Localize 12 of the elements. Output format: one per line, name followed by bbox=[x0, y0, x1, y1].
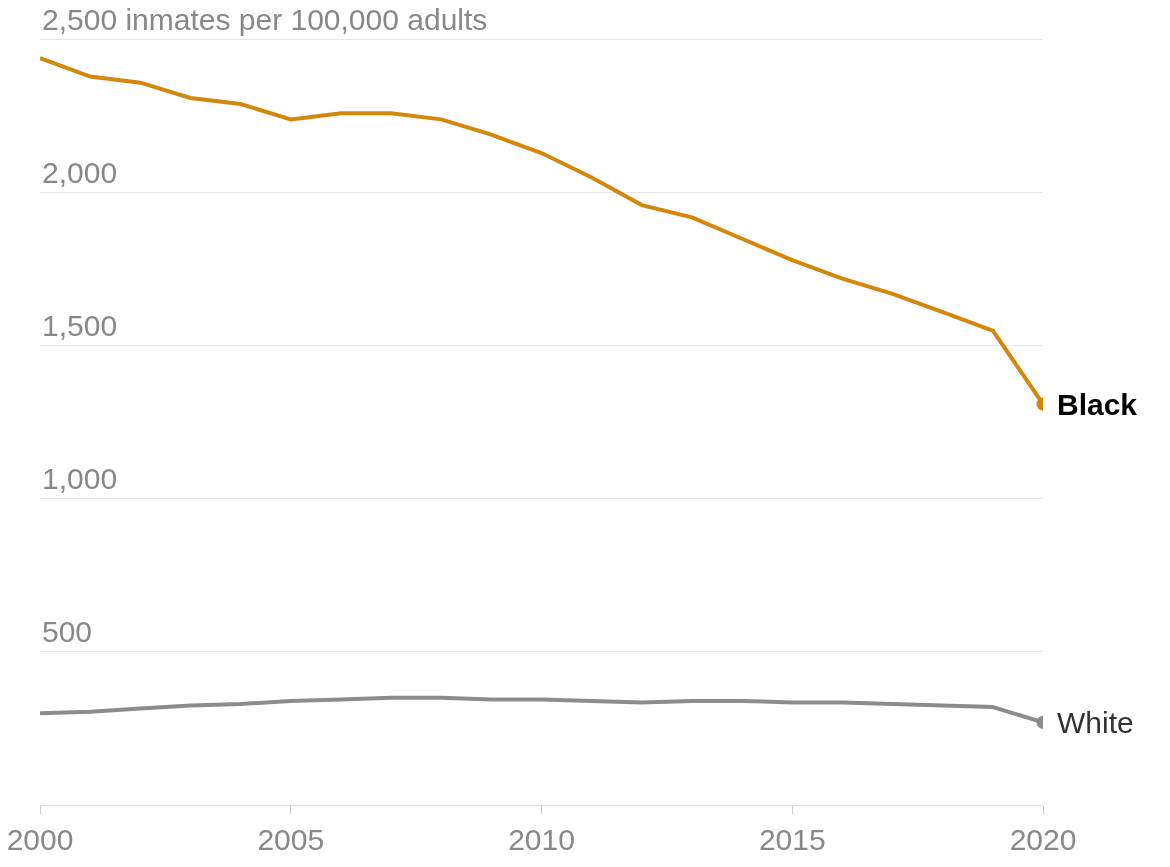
x-tick-label: 2005 bbox=[257, 823, 325, 856]
x-tick-label: 2015 bbox=[758, 823, 826, 856]
series-label: White bbox=[1057, 706, 1134, 739]
y-tick-label: 2,500 inmates per 100,000 adults bbox=[42, 3, 488, 36]
series-label: Black bbox=[1057, 388, 1138, 421]
y-tick-label: 500 bbox=[42, 615, 93, 648]
x-tick-label: 2020 bbox=[1009, 823, 1077, 856]
y-tick-label: 1,500 bbox=[42, 309, 118, 342]
y-tick-label: 1,000 bbox=[42, 462, 118, 495]
x-tick-label: 2010 bbox=[508, 823, 575, 856]
x-tick-label: 2000 bbox=[6, 823, 74, 856]
y-tick-label: 2,000 bbox=[42, 156, 118, 189]
